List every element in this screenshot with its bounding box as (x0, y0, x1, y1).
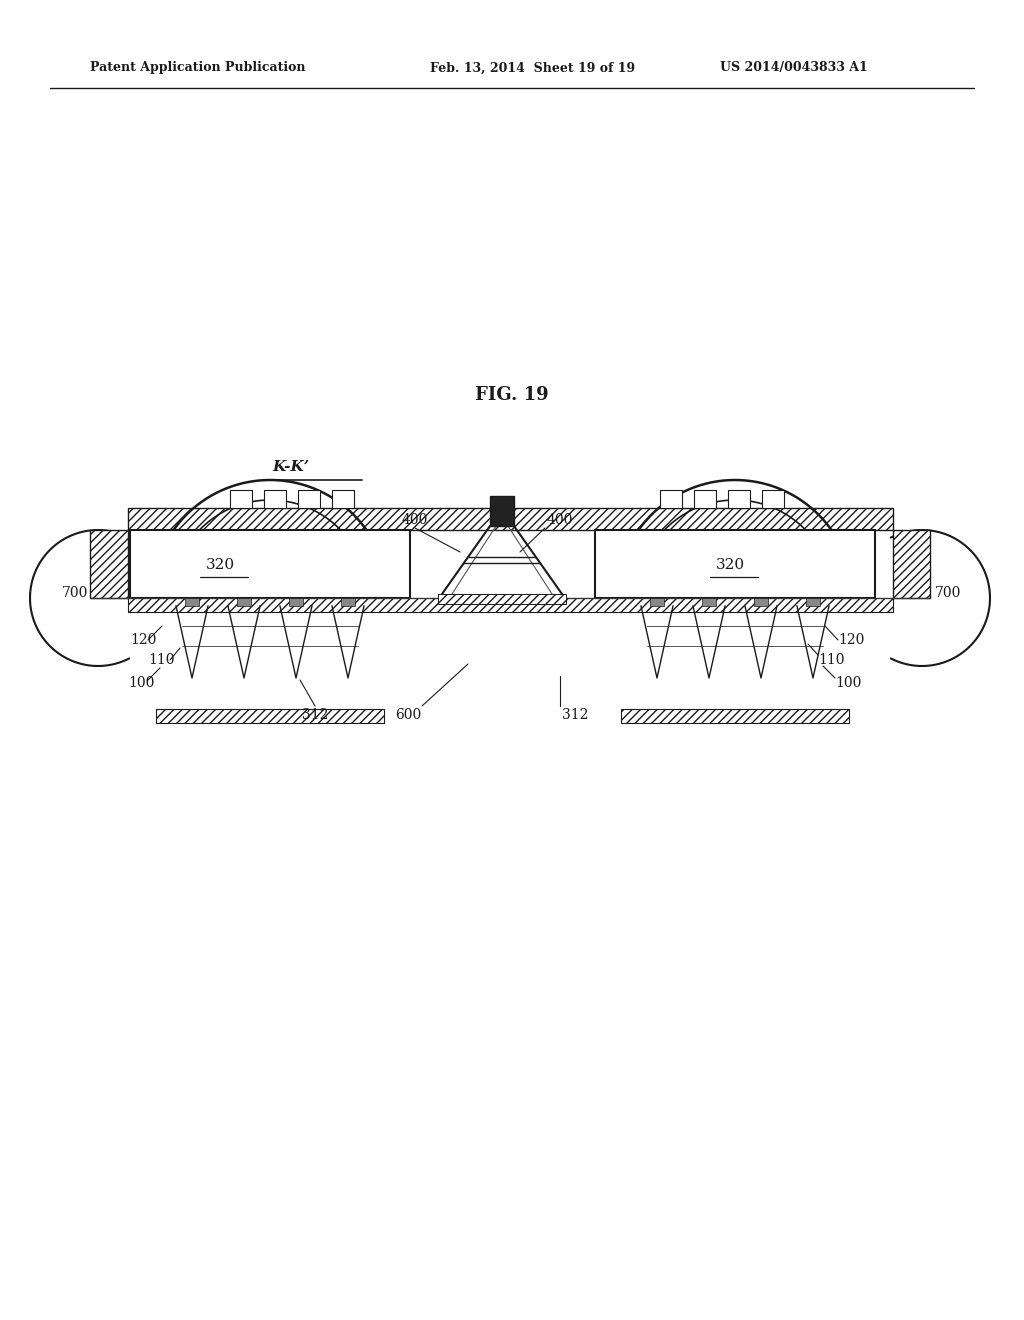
Bar (595, 531, 874, 598)
Text: 400: 400 (547, 513, 573, 527)
Text: 110: 110 (818, 653, 845, 667)
Text: Patent Application Publication: Patent Application Publication (90, 62, 305, 74)
Bar (702, 598, 716, 606)
Bar (130, 531, 410, 598)
Text: 700: 700 (935, 586, 962, 601)
Text: K-K’: K-K’ (272, 459, 309, 474)
Text: 320: 320 (716, 558, 744, 572)
Bar (128, 598, 893, 612)
Bar (660, 490, 682, 508)
Bar (762, 490, 784, 508)
Bar (893, 531, 930, 598)
Text: FIG. 19: FIG. 19 (475, 385, 549, 404)
Bar (438, 594, 566, 605)
Bar (237, 598, 251, 606)
Bar (289, 598, 303, 606)
Text: 120: 120 (130, 634, 157, 647)
Bar (156, 709, 384, 723)
Bar (728, 490, 750, 508)
Text: 400: 400 (401, 513, 428, 527)
Text: 700: 700 (62, 586, 88, 601)
Text: Feb. 13, 2014  Sheet 19 of 19: Feb. 13, 2014 Sheet 19 of 19 (430, 62, 635, 74)
Bar (490, 496, 514, 525)
Text: 100: 100 (835, 676, 861, 690)
Bar (806, 598, 820, 606)
Bar (90, 531, 128, 598)
Bar (90, 531, 128, 598)
Text: US 2014/0043833 A1: US 2014/0043833 A1 (720, 62, 867, 74)
Bar (128, 508, 893, 531)
Bar (128, 598, 893, 612)
Text: 100: 100 (128, 676, 155, 690)
Bar (694, 490, 716, 508)
Bar (298, 490, 319, 508)
Text: 120: 120 (838, 634, 864, 647)
Bar (754, 598, 768, 606)
Bar (341, 598, 355, 606)
Bar (332, 490, 354, 508)
Bar (264, 490, 286, 508)
Bar (128, 508, 893, 531)
Text: 110: 110 (148, 653, 174, 667)
Bar (650, 598, 664, 606)
Text: 312: 312 (562, 708, 588, 722)
Bar (438, 594, 566, 605)
Text: 600: 600 (395, 708, 421, 722)
Bar (185, 598, 199, 606)
Text: 320: 320 (206, 558, 234, 572)
Bar (893, 531, 930, 598)
Text: 312: 312 (302, 708, 328, 722)
Bar (156, 709, 384, 723)
Bar (230, 490, 252, 508)
Bar (621, 709, 849, 723)
Bar (621, 709, 849, 723)
